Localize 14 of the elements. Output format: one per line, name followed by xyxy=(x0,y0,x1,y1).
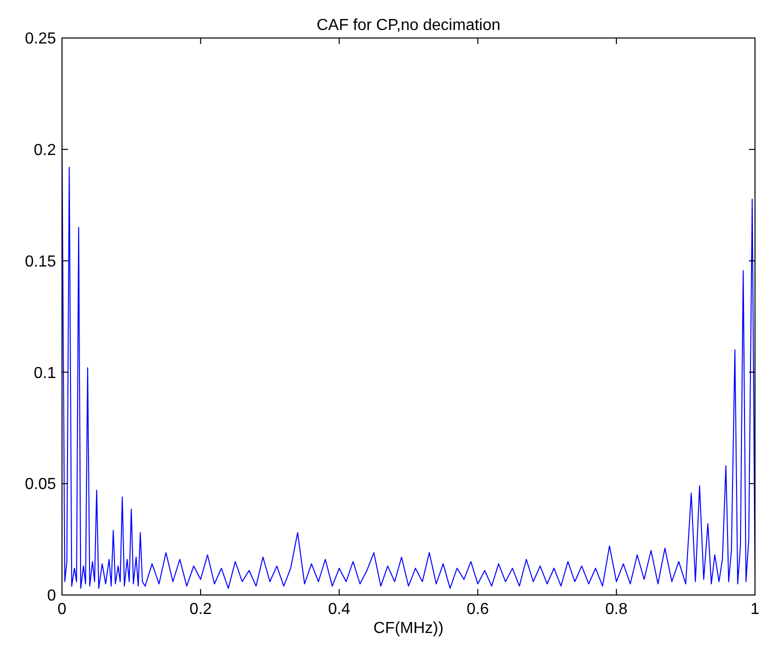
y-tick-label: 0.1 xyxy=(34,364,56,382)
x-tick-label: 1 xyxy=(750,601,760,618)
y-tick-label: 0.15 xyxy=(24,253,56,270)
y-tick-label: 0.05 xyxy=(24,476,56,494)
x-tick-label: 0.8 xyxy=(605,601,628,618)
x-axis-title: CF(MHz)) xyxy=(373,620,444,637)
x-tick-label: 0.4 xyxy=(328,601,350,618)
y-tick-label: 0.25 xyxy=(24,30,56,48)
y-tick-label: 0 xyxy=(47,588,56,605)
x-tick-label: 0.2 xyxy=(189,601,212,618)
x-tick-label: 0.6 xyxy=(466,601,490,618)
x-tick-label: 0 xyxy=(58,601,67,618)
y-tick-label: 0.2 xyxy=(34,142,56,159)
chart-title: CAF for CP,no decimation xyxy=(316,17,500,34)
